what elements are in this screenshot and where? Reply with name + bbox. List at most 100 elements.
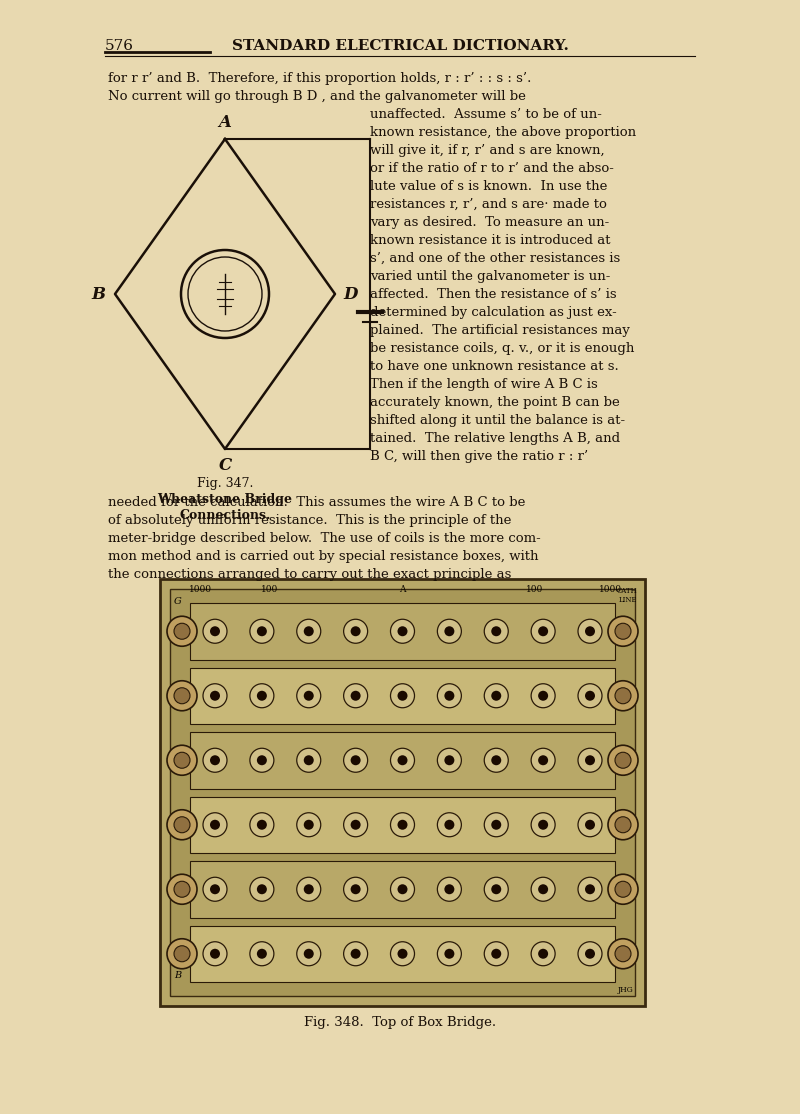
Text: Fig. 347.: Fig. 347.: [197, 477, 253, 490]
Circle shape: [344, 749, 368, 772]
Circle shape: [538, 626, 548, 636]
Circle shape: [531, 749, 555, 772]
Text: known resistance, the above proportion: known resistance, the above proportion: [370, 126, 636, 139]
Circle shape: [210, 691, 220, 701]
Circle shape: [297, 749, 321, 772]
Bar: [190, 797, 615, 853]
Circle shape: [250, 813, 274, 837]
Circle shape: [615, 623, 631, 639]
Text: to have one unknown resistance at s.: to have one unknown resistance at s.: [370, 360, 618, 373]
Circle shape: [578, 749, 602, 772]
Circle shape: [304, 949, 314, 959]
Circle shape: [484, 941, 508, 966]
Bar: [170, 589, 635, 996]
Circle shape: [257, 626, 267, 636]
Text: for r r’ and B.  Therefore, if this proportion holds, r : r’ : : s : s’.: for r r’ and B. Therefore, if this propo…: [108, 72, 531, 85]
Circle shape: [484, 619, 508, 643]
Circle shape: [585, 626, 595, 636]
Circle shape: [608, 874, 638, 905]
Circle shape: [578, 684, 602, 707]
Circle shape: [615, 946, 631, 961]
Circle shape: [350, 885, 361, 895]
Circle shape: [531, 813, 555, 837]
Circle shape: [438, 619, 462, 643]
Circle shape: [203, 941, 227, 966]
Circle shape: [350, 691, 361, 701]
Circle shape: [615, 881, 631, 897]
Circle shape: [444, 820, 454, 830]
Circle shape: [398, 820, 407, 830]
Circle shape: [174, 881, 190, 897]
Circle shape: [174, 623, 190, 639]
Circle shape: [585, 691, 595, 701]
Circle shape: [438, 941, 462, 966]
Circle shape: [578, 877, 602, 901]
Circle shape: [174, 752, 190, 769]
Circle shape: [250, 684, 274, 707]
Text: affected.  Then the resistance of s’ is: affected. Then the resistance of s’ is: [370, 289, 617, 301]
Circle shape: [174, 946, 190, 961]
Text: unaffected.  Assume s’ to be of un-: unaffected. Assume s’ to be of un-: [370, 108, 602, 121]
Circle shape: [390, 619, 414, 643]
Circle shape: [390, 941, 414, 966]
Circle shape: [304, 755, 314, 765]
Text: B C, will then give the ratio r : r’: B C, will then give the ratio r : r’: [370, 450, 588, 463]
Circle shape: [350, 626, 361, 636]
Circle shape: [344, 941, 368, 966]
Circle shape: [304, 820, 314, 830]
Text: determined by calculation as just ex-: determined by calculation as just ex-: [370, 306, 617, 319]
Circle shape: [167, 681, 197, 711]
Circle shape: [257, 820, 267, 830]
Circle shape: [444, 885, 454, 895]
Text: A: A: [398, 585, 406, 594]
Text: vary as desired.  To measure an un-: vary as desired. To measure an un-: [370, 216, 610, 229]
Text: 1000: 1000: [598, 585, 622, 594]
Circle shape: [344, 813, 368, 837]
Text: C: C: [218, 457, 232, 473]
Text: JHG: JHG: [618, 986, 633, 994]
Text: meter-bridge described below.  The use of coils is the more com-: meter-bridge described below. The use of…: [108, 532, 541, 545]
Circle shape: [350, 820, 361, 830]
Circle shape: [491, 691, 502, 701]
Bar: [190, 926, 615, 983]
Text: shifted along it until the balance is at-: shifted along it until the balance is at…: [370, 414, 625, 427]
Circle shape: [484, 749, 508, 772]
Text: Then if the length of wire A B C is: Then if the length of wire A B C is: [370, 378, 598, 391]
Text: mon method and is carried out by special resistance boxes, with: mon method and is carried out by special…: [108, 550, 538, 563]
Circle shape: [350, 949, 361, 959]
Circle shape: [390, 813, 414, 837]
Circle shape: [531, 619, 555, 643]
Circle shape: [210, 755, 220, 765]
Circle shape: [615, 817, 631, 833]
Circle shape: [444, 949, 454, 959]
Text: needed for the calculation.  This assumes the wire A B C to be: needed for the calculation. This assumes…: [108, 496, 526, 509]
Circle shape: [491, 755, 502, 765]
Circle shape: [491, 820, 502, 830]
Bar: [190, 667, 615, 724]
Circle shape: [585, 885, 595, 895]
Circle shape: [174, 817, 190, 833]
Text: Fig. 348.  Top of Box Bridge.: Fig. 348. Top of Box Bridge.: [304, 1016, 496, 1029]
Circle shape: [344, 619, 368, 643]
Circle shape: [444, 691, 454, 701]
Circle shape: [257, 755, 267, 765]
Circle shape: [491, 626, 502, 636]
Circle shape: [167, 939, 197, 969]
Circle shape: [438, 749, 462, 772]
Circle shape: [398, 691, 407, 701]
Circle shape: [608, 745, 638, 775]
Circle shape: [344, 684, 368, 707]
Circle shape: [203, 749, 227, 772]
Circle shape: [438, 684, 462, 707]
Circle shape: [210, 949, 220, 959]
Circle shape: [297, 877, 321, 901]
Circle shape: [398, 755, 407, 765]
Circle shape: [538, 691, 548, 701]
Text: CATH
LINE: CATH LINE: [616, 587, 637, 604]
Bar: [190, 732, 615, 789]
Text: lute value of s is known.  In use the: lute value of s is known. In use the: [370, 180, 607, 193]
Circle shape: [203, 877, 227, 901]
Text: will give it, if r, r’ and s are known,: will give it, if r, r’ and s are known,: [370, 144, 605, 157]
Text: tained.  The relative lengths A B, and: tained. The relative lengths A B, and: [370, 432, 620, 444]
Circle shape: [297, 684, 321, 707]
